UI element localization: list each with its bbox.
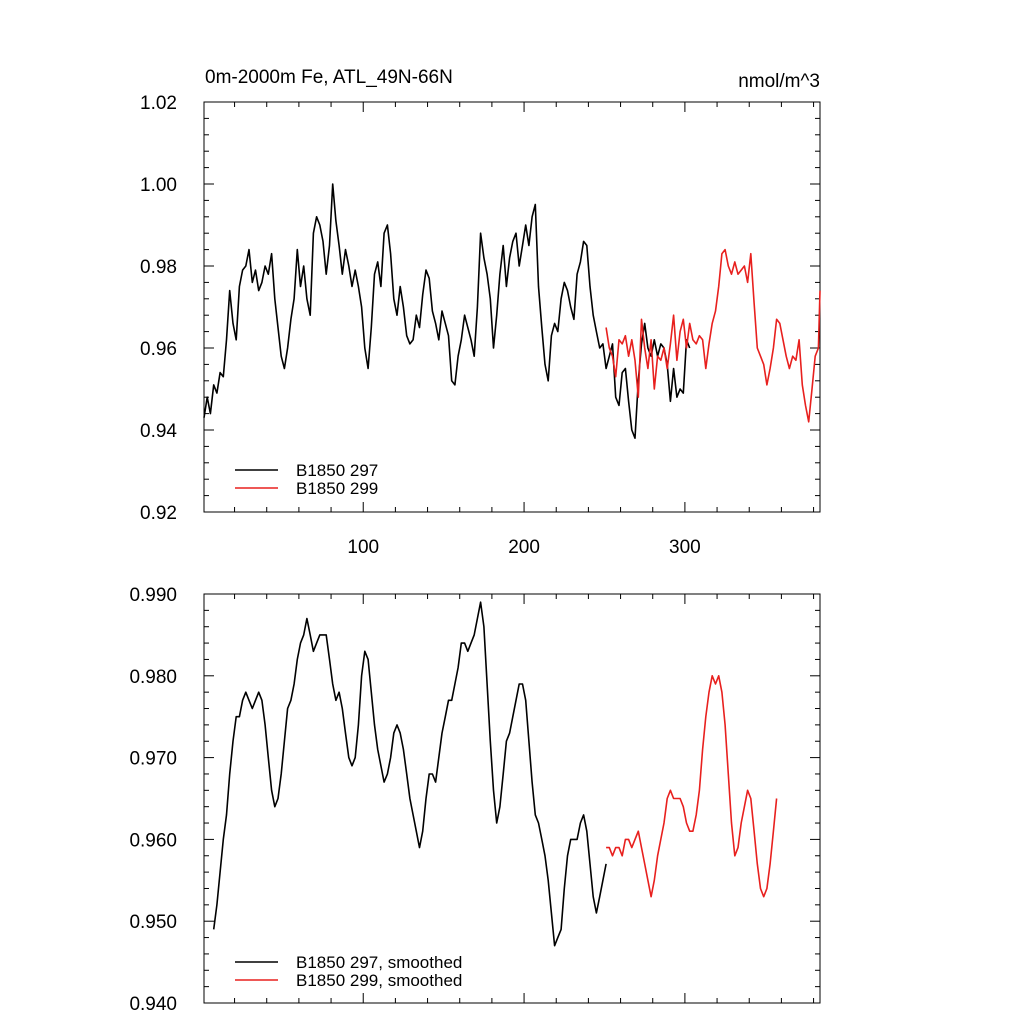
series-line-b1850-299 [605,248,821,423]
y-tick-label: 0.980 [129,667,177,688]
y-tick-label: 0.92 [140,503,177,524]
x-tick-label: 300 [669,537,701,558]
legend-label: B1850 299, smoothed [296,971,462,990]
legend-label: B1850 297, smoothed [296,953,462,972]
legend-label: B1850 299 [296,479,378,498]
y-tick-label: 0.970 [129,749,177,770]
chart-units: nmol/m^3 [738,71,820,92]
panel-bottom: 0.940 0.950 0.960 0.970 0.980 0.990 B1850 297,… [129,585,821,1015]
x-tick-label: 100 [347,537,379,558]
plot-frame [203,593,821,1004]
series-line-b1850-297 [203,183,691,439]
chart-title: 0m-2000m Fe, ATL_49N-66N [205,67,453,88]
panel-top: 0.92 0.94 0.96 0.98 1.00 1.02 100 200 300 B1850 2… [140,93,821,558]
y-tick-label: 0.940 [129,994,177,1015]
series-line-b1850-297 [212,601,607,947]
y-tick-label: 0.96 [140,339,177,360]
y-tick-label: 0.960 [129,830,177,851]
series-line-b1850-299 [606,675,778,898]
x-tick-label: 200 [508,537,540,558]
y-tick-label: 1.02 [140,93,177,114]
y-tick-label: 0.98 [140,257,177,278]
y-tick-label: 0.950 [129,912,177,933]
plot-frame [203,101,821,513]
y-tick-label: 0.990 [129,585,177,606]
y-tick-label: 0.94 [140,421,177,442]
y-tick-label: 1.00 [140,175,177,196]
legend-label: B1850 297 [296,461,378,480]
